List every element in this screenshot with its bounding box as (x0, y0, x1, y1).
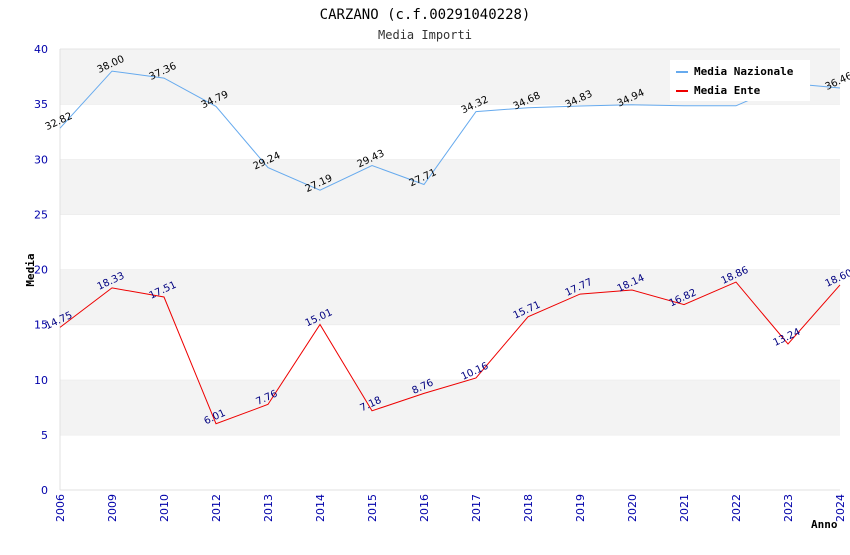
y-tick-label: 10 (34, 374, 48, 387)
y-tick-label: 40 (34, 43, 48, 56)
chart-subtitle: Media Importi (378, 28, 472, 42)
y-tick-label: 20 (34, 264, 48, 277)
legend-label-media-ente: Media Ente (694, 84, 761, 97)
grid-bands (59, 48, 840, 491)
x-tick-label: 2020 (626, 494, 639, 522)
y-tick-label: 30 (34, 153, 48, 166)
series-line-media-ente (59, 281, 841, 425)
x-tick-label: 2009 (106, 494, 119, 522)
grid-band (60, 214, 840, 270)
grid-band (60, 104, 840, 160)
x-tick-label: 2015 (366, 494, 379, 522)
x-axis-ticks: 2006 2009 2010 2012 2013 2014 2015 2016 2017 2018… (54, 494, 847, 522)
grid-band (60, 379, 840, 435)
legend-label-media-nazionale: Media Nazionale (694, 65, 794, 78)
grid-band (60, 159, 840, 215)
x-axis-label: Anno (811, 518, 838, 531)
y-tick-label: 5 (41, 429, 48, 442)
grid-band (60, 324, 840, 380)
x-tick-label: 2021 (678, 494, 691, 522)
y-tick-label: 35 (34, 98, 48, 111)
x-tick-label: 2013 (262, 494, 275, 522)
grid-band (60, 269, 840, 325)
x-tick-label: 2018 (522, 494, 535, 522)
y-tick-label: 25 (34, 208, 48, 221)
x-tick-label: 2019 (574, 494, 587, 522)
x-tick-label: 2016 (418, 494, 431, 522)
grid-band (60, 434, 840, 490)
x-tick-label: 2010 (158, 494, 171, 522)
series-line-media-nazionale (59, 70, 841, 191)
x-tick-label: 2023 (782, 494, 795, 522)
legend-box (670, 60, 810, 101)
x-tick-label: 2012 (210, 494, 223, 522)
legend: Media Nazionale Media Ente (670, 60, 810, 101)
x-tick-label: 2022 (730, 494, 743, 522)
x-tick-label: 2017 (470, 494, 483, 522)
x-tick-label: 2014 (314, 494, 327, 522)
y-axis-label: Media (24, 253, 37, 286)
x-tick-label: 2024 (834, 494, 847, 522)
chart-title: CARZANO (c.f.00291040228) (320, 7, 531, 23)
x-tick-label: 2006 (54, 494, 67, 522)
y-tick-label: 0 (41, 484, 48, 497)
y-tick-label: 15 (34, 319, 48, 332)
y-axis-ticks: 0 5 10 15 20 25 30 35 40 (34, 43, 48, 497)
series-group (59, 70, 841, 425)
